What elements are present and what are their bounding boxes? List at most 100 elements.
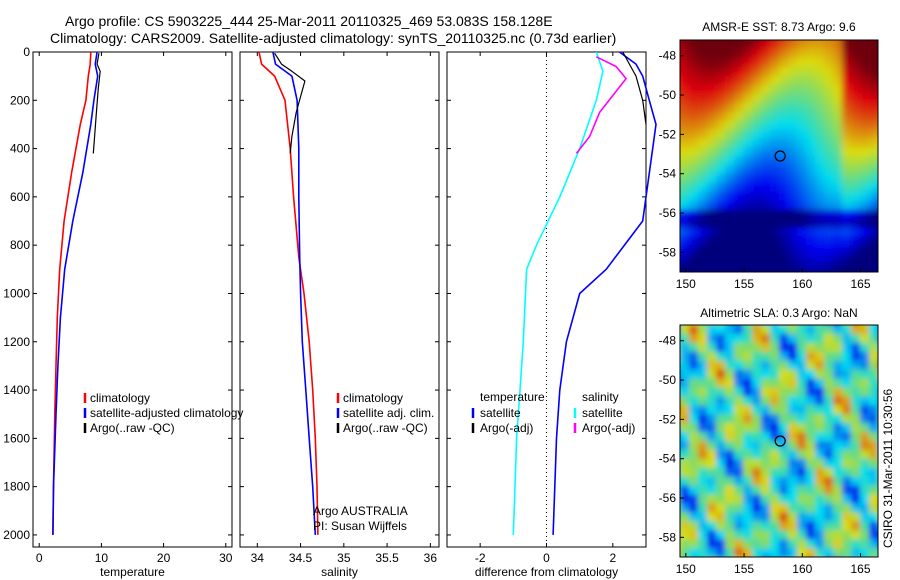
map-cell <box>752 191 762 202</box>
map-cell <box>752 263 762 272</box>
map-cell <box>806 182 816 193</box>
map-cell <box>815 325 825 335</box>
map-cell <box>833 182 843 193</box>
legend-label: Argo(..raw -QC) <box>343 421 428 435</box>
map-cell <box>842 75 852 86</box>
map-cell <box>689 396 699 407</box>
map-cell <box>788 396 798 407</box>
map-cell <box>725 423 735 434</box>
map-cell <box>680 476 690 487</box>
map-cell <box>725 93 735 104</box>
map-frame <box>679 324 879 558</box>
map-cell <box>725 164 735 175</box>
map-cell <box>725 191 735 202</box>
map-cell <box>743 254 753 265</box>
map-cell <box>878 361 888 371</box>
map-cell <box>806 414 816 425</box>
map-cell <box>716 120 726 131</box>
map-cell <box>761 236 771 247</box>
map-cell <box>824 521 834 532</box>
map-cell <box>770 75 780 86</box>
map-cell <box>725 387 735 398</box>
map-cell <box>833 539 843 550</box>
map-cell <box>833 485 843 496</box>
map-cell <box>869 503 878 514</box>
map-cell <box>788 351 798 362</box>
map-cell <box>734 173 744 184</box>
map-cell <box>869 325 878 335</box>
map-cell <box>761 84 771 95</box>
map-cell <box>842 200 852 211</box>
map-cell <box>680 342 690 353</box>
map-cell <box>878 227 888 237</box>
map-cell <box>842 93 852 104</box>
map-cell <box>716 325 726 335</box>
map-cell <box>869 182 878 193</box>
map-cell <box>680 245 690 256</box>
map-cell <box>878 102 888 112</box>
map-cell <box>842 405 852 416</box>
map-cell <box>761 147 771 157</box>
map-cell <box>833 557 843 567</box>
map-cell <box>752 129 762 140</box>
map-cell <box>761 138 771 149</box>
map-cell <box>716 557 726 567</box>
map-cell <box>860 539 870 550</box>
salinity-panel: 34 34.5 35 35.5 36 salinity climatologysatelli… <box>239 51 440 579</box>
map-cell <box>824 342 834 353</box>
map-cell <box>716 503 726 514</box>
map-cell <box>770 102 780 113</box>
map-cell <box>725 458 735 469</box>
map-cell <box>806 191 816 202</box>
map-cell <box>752 57 762 68</box>
figure-title-line1: Argo profile: CS 5903225_444 25-Mar-2011… <box>65 13 553 29</box>
map-cell <box>770 414 780 425</box>
map-cell <box>716 342 726 353</box>
map-cell <box>815 129 825 140</box>
map-cell <box>698 521 708 532</box>
map-cell <box>797 512 807 523</box>
map-cell <box>869 111 878 122</box>
map-cell <box>806 333 816 344</box>
plot-frame <box>239 51 440 548</box>
map-cell <box>869 458 878 469</box>
map-cell <box>833 369 843 380</box>
map-cell <box>743 396 753 407</box>
map-cell <box>734 325 744 335</box>
map-cell <box>878 174 888 184</box>
map-cell <box>734 494 744 505</box>
map-cell <box>860 120 870 131</box>
map-cell <box>698 129 708 140</box>
map-cell <box>680 254 690 265</box>
map-cell <box>824 405 834 416</box>
map-cell <box>743 191 753 202</box>
map-cell <box>752 200 762 211</box>
map-cell <box>698 414 708 425</box>
map-cell <box>698 191 708 202</box>
map-cell <box>689 458 699 469</box>
y-tick-label: -54 <box>659 452 677 466</box>
map-cell <box>689 494 699 505</box>
map-cell <box>743 405 753 416</box>
map-cell <box>797 182 807 193</box>
map-cell <box>788 333 798 344</box>
x-tick-label: 34.5 <box>289 551 313 565</box>
map-cell <box>806 325 816 335</box>
series-line-1 <box>272 51 317 535</box>
map-cell <box>806 405 816 416</box>
map-cell <box>851 325 861 335</box>
map-cell <box>761 93 771 104</box>
map-cell <box>860 57 870 68</box>
map-cell <box>752 387 762 398</box>
map-cell <box>770 120 780 131</box>
map-cell <box>815 191 825 202</box>
map-cell <box>761 182 771 193</box>
map-cell <box>689 423 699 434</box>
map-cell <box>869 102 878 113</box>
map-cell <box>716 129 726 140</box>
map-cell <box>806 227 816 238</box>
map-cell <box>779 263 789 272</box>
map-cell <box>680 40 690 50</box>
map-cell <box>833 93 843 104</box>
